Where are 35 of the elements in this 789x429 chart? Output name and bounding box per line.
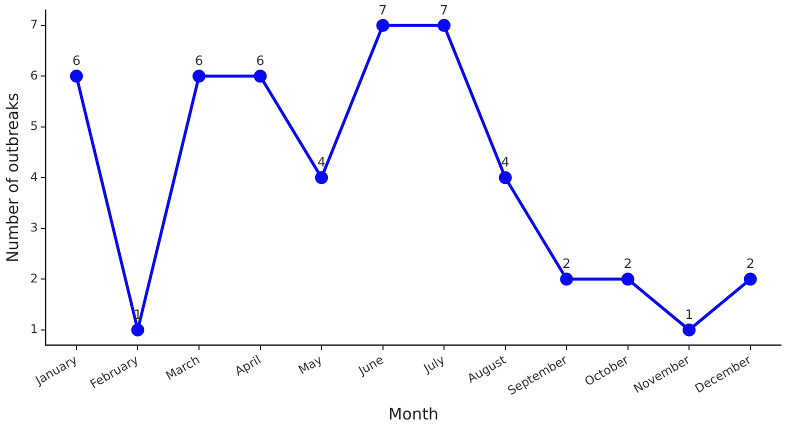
y-tick-label: 6 — [30, 68, 38, 82]
data-label: 2 — [624, 257, 632, 272]
y-tick-label: 5 — [30, 119, 38, 134]
point — [744, 272, 757, 286]
y-tick-label: 2 — [30, 271, 38, 286]
point — [438, 18, 451, 32]
point — [70, 70, 83, 83]
data-label: 6 — [256, 54, 264, 70]
point — [376, 18, 390, 32]
point — [315, 171, 328, 184]
point — [498, 171, 512, 184]
data-label: 7 — [378, 3, 387, 18]
data-label: 2 — [746, 257, 755, 272]
data-label: 1 — [684, 308, 694, 323]
point — [682, 323, 696, 336]
y-axis-title: Number of outbreaks — [2, 92, 22, 263]
data-label: 4 — [317, 156, 326, 171]
point — [254, 70, 267, 83]
y-tick-label: 4 — [30, 170, 38, 184]
x-tick-label: June — [355, 352, 386, 378]
point — [192, 70, 206, 83]
data-label: 7 — [440, 3, 448, 18]
data-label: 6 — [194, 54, 204, 70]
x-tick-label: July — [420, 352, 448, 376]
data-label: 2 — [562, 257, 571, 272]
y-tick-label: 1 — [30, 322, 38, 336]
data-label: 6 — [72, 54, 81, 70]
point — [560, 272, 574, 286]
data-label: 4 — [501, 156, 510, 171]
y-tick-label: 7 — [30, 18, 38, 32]
x-axis-title: Month — [388, 404, 438, 424]
point — [621, 272, 634, 286]
y-tick-label: 3 — [30, 220, 38, 235]
point — [131, 323, 144, 336]
x-tick-label: May — [296, 352, 325, 378]
